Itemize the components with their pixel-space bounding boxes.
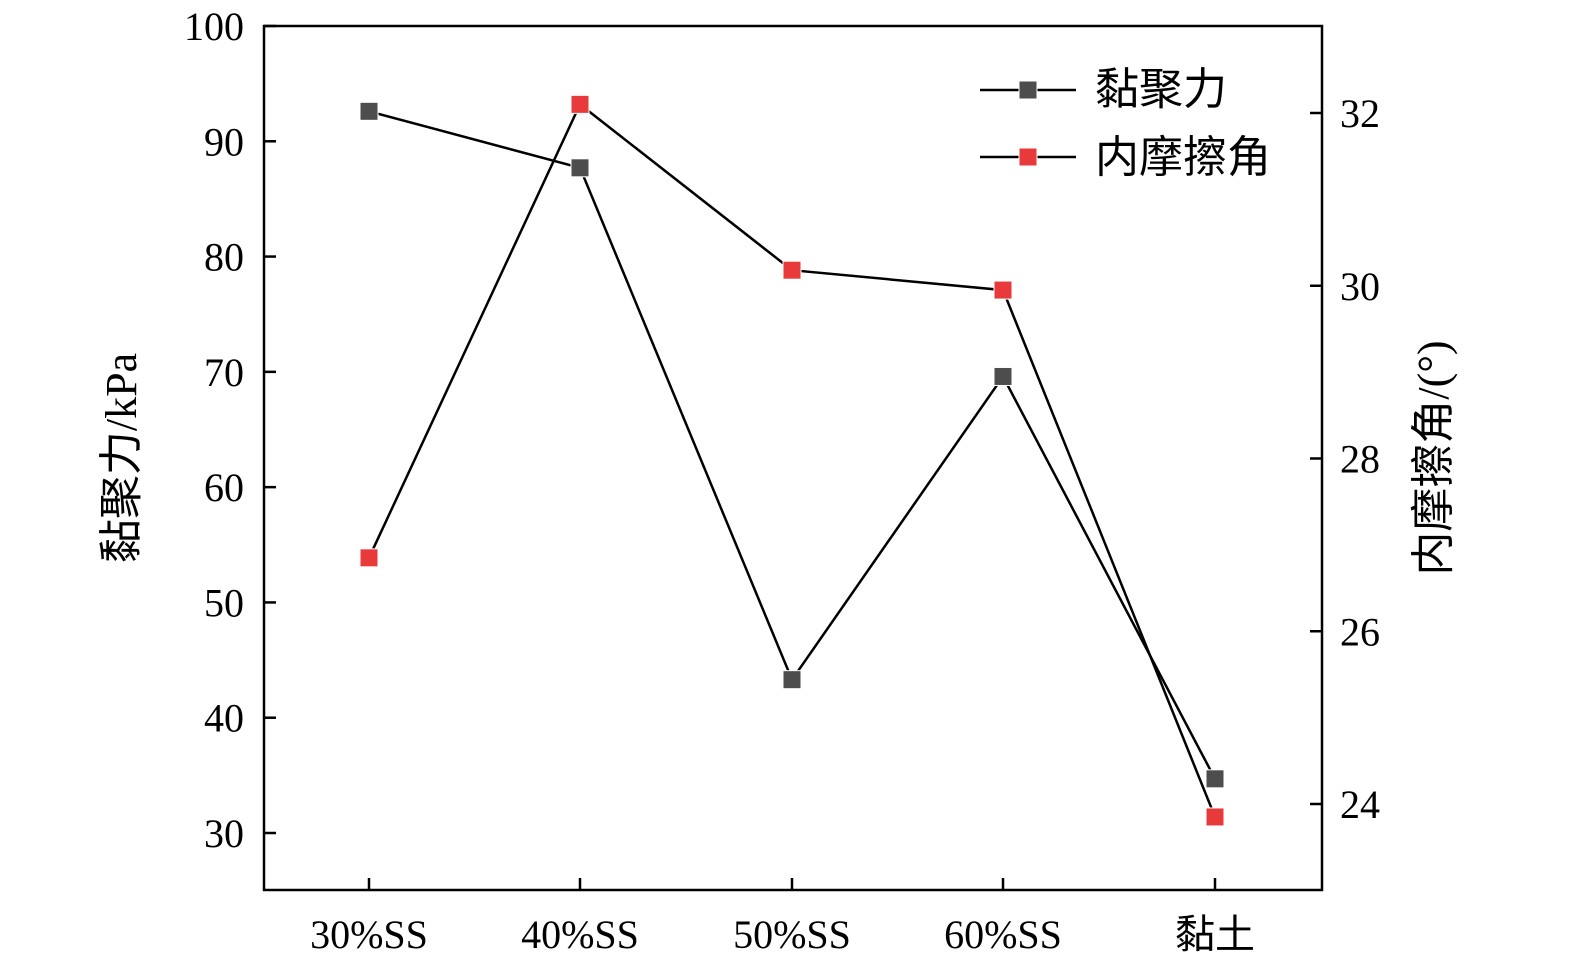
- left-tick-label: 40: [204, 696, 244, 741]
- left-tick-label: 30: [204, 811, 244, 856]
- legend: 黏聚力 内摩擦角: [980, 65, 1271, 182]
- left-tick-label: 50: [204, 580, 244, 625]
- right-tick-label: 26: [1340, 609, 1380, 654]
- legend-marker-cohesion: [1018, 80, 1038, 100]
- series-marker-0: [570, 158, 590, 178]
- x-axis-ticks: 30%SS 40%SS 50%SS 60%SS 黏土: [310, 878, 1255, 957]
- right-tick-label: 24: [1340, 782, 1380, 827]
- series-marker-1: [359, 548, 379, 568]
- left-tick-label: 80: [204, 235, 244, 280]
- series-marker-1: [782, 260, 802, 280]
- series-lines: [367, 102, 1217, 818]
- x-tick-label: 黏土: [1175, 912, 1255, 957]
- series-marker-1: [993, 280, 1013, 300]
- left-tick-label: 70: [204, 350, 244, 395]
- x-tick-label: 30%SS: [310, 912, 428, 957]
- left-axis-title: 黏聚力/kPa: [97, 353, 146, 563]
- left-tick-label: 60: [204, 465, 244, 510]
- legend-label-friction-angle: 内摩擦角: [1095, 133, 1271, 182]
- left-tick-label: 90: [204, 119, 244, 164]
- legend-label-cohesion: 黏聚力: [1095, 65, 1227, 114]
- series-marker-1: [570, 94, 590, 114]
- x-tick-label: 60%SS: [944, 912, 1062, 957]
- series-marker-0: [782, 670, 802, 690]
- left-axis-ticks: 30 40 50 60 70 80 90 100: [184, 4, 276, 856]
- series-marker-1: [1205, 807, 1225, 827]
- right-tick-label: 28: [1340, 437, 1380, 482]
- series-marker-0: [1205, 769, 1225, 789]
- left-tick-label: 100: [184, 4, 244, 49]
- series-marker-0: [359, 101, 379, 121]
- right-axis-ticks: 24 26 28 30 32: [1310, 91, 1380, 827]
- series-line-1: [367, 102, 1217, 818]
- x-tick-label: 50%SS: [733, 912, 851, 957]
- right-axis-title: 内摩擦角/(°): [1409, 340, 1458, 575]
- right-tick-label: 32: [1340, 91, 1380, 136]
- series-markers: [359, 94, 1225, 827]
- x-tick-label: 40%SS: [521, 912, 639, 957]
- right-tick-label: 30: [1340, 264, 1380, 309]
- series-marker-0: [993, 366, 1013, 386]
- legend-marker-friction-angle: [1018, 147, 1038, 167]
